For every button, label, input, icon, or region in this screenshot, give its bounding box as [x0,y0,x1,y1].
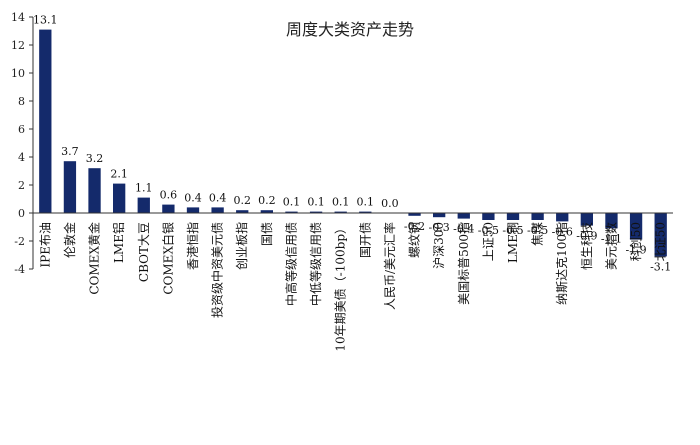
data-label: 0.1 [332,196,350,209]
data-label: 0.4 [209,191,227,204]
data-label: 13.1 [33,14,58,27]
data-label: -0.2 [404,220,425,233]
category-label: 恒生科技 [580,222,594,270]
y-tick-label: -2 [14,235,25,248]
data-label: 0.1 [283,196,301,209]
bars [39,29,667,257]
data-label: 0.1 [307,196,325,209]
data-label: 0.1 [357,196,375,209]
data-label: -0.5 [527,224,548,237]
category-label: 国债 [260,222,274,246]
category-label: 焦煤 [531,222,545,246]
y-tick-label: -4 [14,263,25,276]
data-label: 1.1 [135,182,153,195]
category-label: COMEX黄金 [87,222,102,295]
category-label: 上证50 [481,222,495,261]
category-label: CBOT大豆 [137,222,151,282]
category-label: 人民币/美元汇率 [382,222,397,310]
category-label: 创业板指 [234,222,249,270]
y-tick-label: 10 [11,67,25,80]
category-label: 纳斯达克100指 [554,222,569,305]
bar [211,207,224,213]
data-label: -0.5 [478,224,499,237]
bar [88,168,101,213]
bar [162,204,175,213]
bar [334,211,347,213]
data-label: -0.4 [453,223,474,236]
bar [408,213,421,216]
bar [531,213,544,220]
data-label: 0.2 [233,194,251,207]
category-label: 投资级中资美元债 [210,222,225,318]
data-label: -0.9 [576,230,597,243]
data-label: 0.6 [160,189,178,202]
data-label: 0.0 [381,197,399,210]
category-label: 香港恒指 [185,222,200,270]
category-label: LME铜 [505,222,520,263]
category-label: 国开债 [358,222,372,258]
bar [506,213,520,220]
bar [654,213,667,257]
data-label: 3.7 [61,145,79,158]
category-label: 沪深300 [432,222,446,269]
y-tick-label: 4 [18,151,25,164]
data-label: 0.2 [258,194,276,207]
category-label: IPE布油 [38,222,52,268]
y-tick-label: 6 [18,123,25,136]
bar [39,29,52,213]
y-axis: -4 -2 0 2 4 6 8 10 12 14 [11,11,34,276]
category-label: 美国标普500指 [456,222,471,305]
bar [457,213,470,219]
y-tick-label: 14 [11,11,25,24]
category-label: 北证50 [654,222,668,261]
data-label: 2.1 [110,168,128,181]
bar [285,211,298,213]
category-label: LME铝 [111,222,126,263]
bar [482,213,495,220]
data-label: 0.4 [184,191,202,204]
bar [433,213,446,218]
bar [580,213,593,226]
category-label: 科创50 [629,222,643,261]
bar [137,197,150,213]
y-tick-label: 2 [18,179,25,192]
category-label: 伦敦金 [62,222,77,258]
category-label: 美元指数 [603,222,618,270]
data-label: -0.3 [429,221,450,234]
category-label: 中高等级信用债 [283,222,298,306]
bar [186,207,200,213]
data-label: -0.6 [552,225,573,238]
data-label: -1.9 [625,244,646,257]
y-tick-label: 8 [18,95,25,108]
category-labels: IPE布油 伦敦金 COMEX黄金 LME铝 CBOT大豆 COMEX白银 香港恒指 投资级中… [38,222,667,352]
bar [63,161,77,213]
category-label: 10年期美债（-100bp） [334,222,348,352]
bar [556,213,569,222]
data-label: -3.1 [650,260,671,273]
bar [113,183,126,213]
bar [359,211,372,213]
data-labels: 13.1 3.7 3.2 2.1 1.1 0.6 0.4 0.4 0.2 0.2 0.1 0.1 0.1… [33,14,671,274]
chart-title: 周度大类资产走势 [286,20,414,39]
bar [260,210,273,213]
bar [236,210,249,213]
bar [629,213,643,240]
bar [309,211,323,213]
category-label: COMEX白银 [160,222,175,295]
category-label: 螺纹钢 [408,222,422,258]
data-label: -1.1 [601,232,622,245]
category-label: 中低等级信用债 [308,222,323,306]
data-label: 3.2 [86,152,104,165]
y-tick-label: 12 [11,39,25,52]
data-label: -0.5 [502,224,523,237]
bar [605,213,618,229]
y-tick-label: 0 [18,207,25,220]
